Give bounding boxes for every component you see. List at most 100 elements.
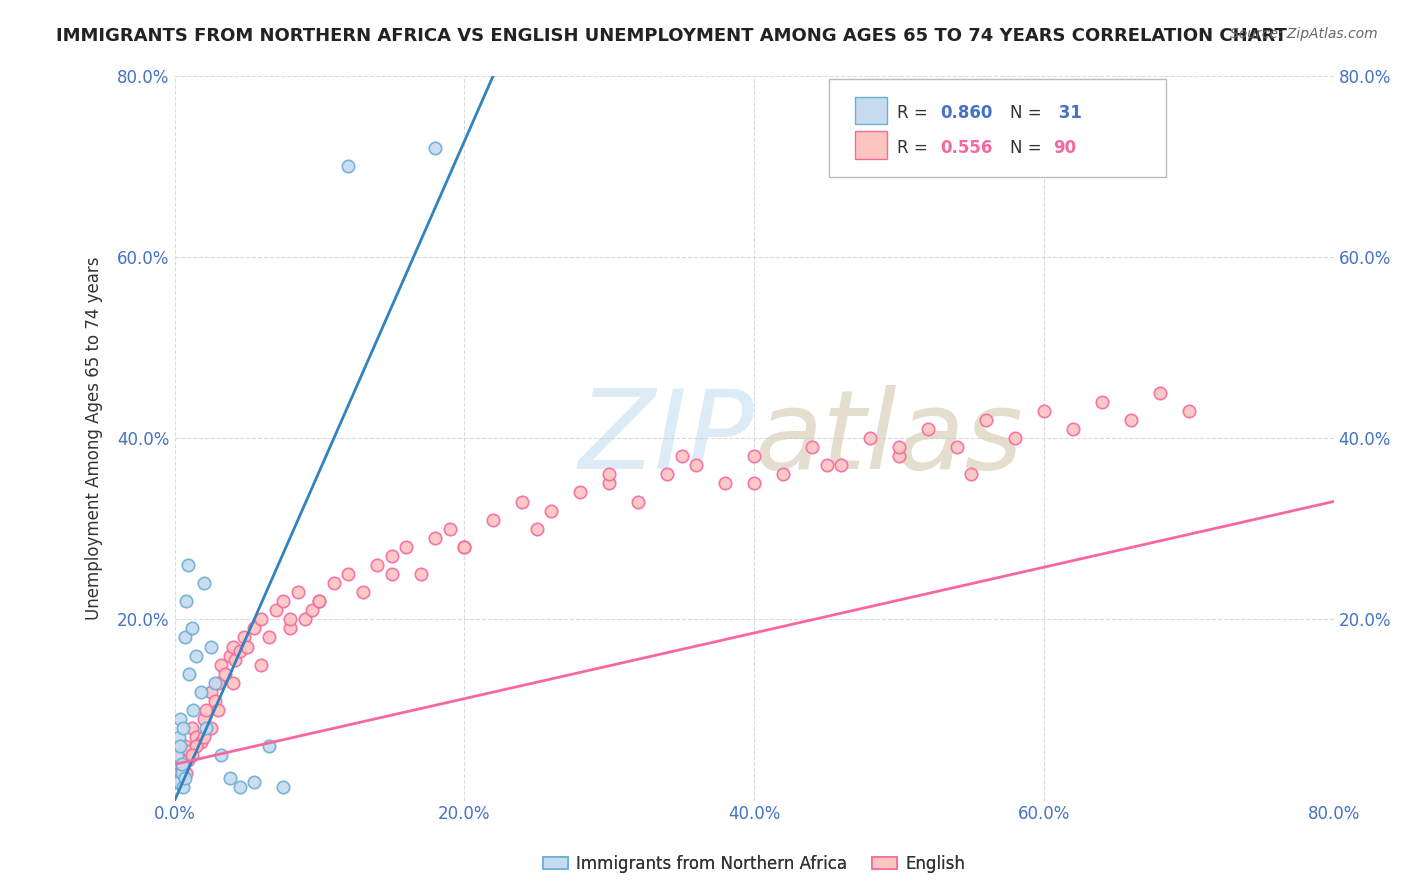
Point [172,780,194,794]
Text: 0.860: 0.860 [941,104,993,122]
Point [170,757,193,772]
Point [165,775,187,789]
Point [1032,404,1054,418]
Point [167,757,190,772]
Point [409,567,432,582]
Point [1119,413,1142,427]
Point [209,657,232,672]
Point [169,712,191,726]
Point [439,522,461,536]
Point [200,640,222,654]
Point [173,771,195,785]
Point [166,766,188,780]
Text: 90: 90 [1053,139,1076,157]
Point [271,780,294,794]
Point [214,666,236,681]
Point [181,621,204,635]
Point [193,576,215,591]
Point [453,540,475,554]
Point [917,422,939,436]
Text: R =: R = [897,104,932,122]
Point [233,631,256,645]
Point [657,467,679,482]
Point [167,775,190,789]
Point [186,648,208,663]
Point [169,771,191,785]
Point [1177,404,1199,418]
Text: R =: R = [897,139,932,157]
Point [204,675,226,690]
Point [742,449,765,463]
Point [352,585,374,599]
Point [181,721,204,735]
Point [887,449,910,463]
Point [308,594,330,608]
Point [177,666,200,681]
Point [200,685,222,699]
Point [322,576,344,591]
Point [337,159,360,173]
Text: IMMIGRANTS FROM NORTHERN AFRICA VS ENGLISH UNEMPLOYMENT AMONG AGES 65 TO 74 YEAR: IMMIGRANTS FROM NORTHERN AFRICA VS ENGLI… [56,27,1286,45]
Point [207,675,229,690]
Text: Source: ZipAtlas.com: Source: ZipAtlas.com [1230,27,1378,41]
Point [830,458,852,473]
Point [195,721,218,735]
Point [526,522,548,536]
Point [395,540,418,554]
Legend: Immigrants from Northern Africa, English: Immigrants from Northern Africa, English [536,848,972,880]
Point [177,744,200,758]
Point [569,485,592,500]
Point [221,675,243,690]
Text: atlas: atlas [754,384,1022,491]
Point [301,603,323,617]
Point [221,640,243,654]
Point [186,730,208,744]
Point [257,631,280,645]
Point [173,631,195,645]
Point [209,748,232,763]
Point [181,748,204,763]
Point [425,141,447,155]
Point [482,513,505,527]
Point [167,730,190,744]
Point [173,739,195,754]
Point [250,657,273,672]
Point [1004,431,1026,445]
Point [176,558,198,572]
Point [229,780,252,794]
Point [183,703,205,717]
Point [381,567,404,582]
Point [742,476,765,491]
Point [815,458,838,473]
Point [801,440,824,454]
FancyBboxPatch shape [855,96,887,124]
Point [337,567,360,582]
Point [1062,422,1084,436]
Point [229,644,252,658]
Point [236,640,259,654]
Point [974,413,997,427]
Point [280,621,302,635]
Point [243,621,266,635]
Point [250,612,273,626]
Point [1149,385,1171,400]
Point [190,735,212,749]
Point [200,721,222,735]
Point [671,449,693,463]
Point [453,540,475,554]
Text: 0.556: 0.556 [941,139,993,157]
Point [960,467,983,482]
Point [772,467,794,482]
Point [218,771,240,785]
Point [169,739,191,754]
Point [193,730,215,744]
Point [224,653,246,667]
Point [425,531,447,545]
Point [207,703,229,717]
Point [257,739,280,754]
Text: 31: 31 [1053,104,1083,122]
Point [598,476,620,491]
Point [598,467,620,482]
Text: ZIP: ZIP [578,384,754,491]
Point [166,748,188,763]
